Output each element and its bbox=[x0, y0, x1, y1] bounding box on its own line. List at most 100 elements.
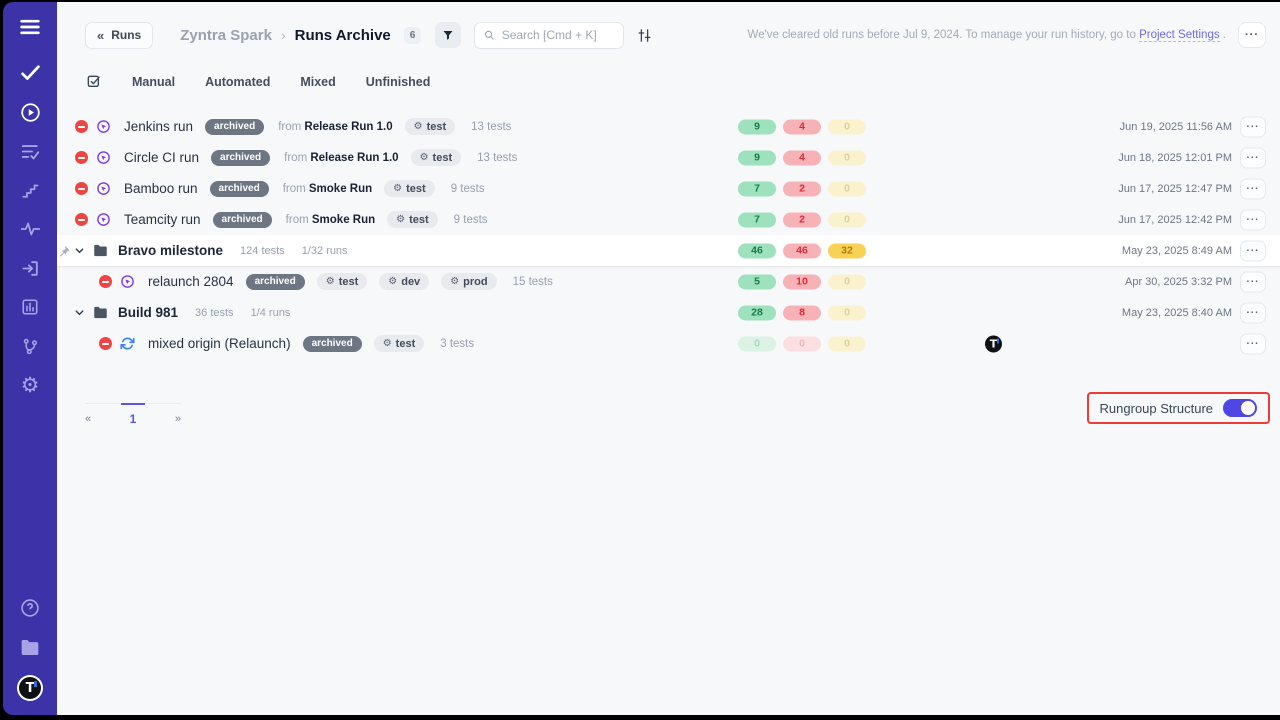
check-icon[interactable] bbox=[19, 62, 41, 84]
run-date: Jun 17, 2025 12:47 PM bbox=[1118, 182, 1232, 195]
run-row[interactable]: Jenkins run archived from Release Run 1.0 ⚙… bbox=[57, 111, 1280, 142]
run-row[interactable]: relaunch 2804 archived ⚙ test ⚙ dev ⚙ prod 15 te… bbox=[57, 266, 1280, 297]
pagination-prev[interactable]: « bbox=[85, 413, 92, 425]
page-title: Runs Archive bbox=[294, 26, 391, 44]
help-icon[interactable] bbox=[19, 597, 41, 619]
activity-icon[interactable] bbox=[19, 218, 41, 240]
run-name[interactable]: Jenkins run bbox=[124, 119, 194, 134]
row-main: mixed origin (Relaunch) archived ⚙ test 3 te… bbox=[57, 335, 474, 352]
user-avatar[interactable]: T bbox=[17, 675, 43, 701]
gear-icon: ⚙ bbox=[325, 275, 335, 287]
tag-pill[interactable]: ⚙ test bbox=[384, 180, 435, 197]
archived-badge: archived bbox=[211, 149, 271, 166]
tag-pill[interactable]: ⚙ dev bbox=[379, 273, 430, 290]
autorun-icon-wrap bbox=[96, 119, 111, 134]
search-box[interactable] bbox=[474, 21, 625, 49]
passed-count: 7 bbox=[738, 212, 776, 227]
collapse-toggle[interactable] bbox=[74, 245, 85, 256]
list-check-icon[interactable] bbox=[19, 140, 41, 162]
tag-pill[interactable]: ⚙ prod bbox=[441, 273, 497, 290]
stairs-icon[interactable] bbox=[19, 179, 41, 201]
tag-pill[interactable]: ⚙ test bbox=[373, 335, 425, 352]
run-row[interactable]: mixed origin (Relaunch) archived ⚙ test 3 te… bbox=[57, 328, 1280, 359]
tests-count: 15 tests bbox=[512, 275, 553, 288]
tag-pill[interactable]: ⚙ test bbox=[410, 149, 462, 166]
run-row[interactable]: Circle CI run archived from Release Run 1.… bbox=[57, 142, 1280, 173]
row-more-button[interactable]: ··· bbox=[1240, 302, 1266, 323]
row-more-button[interactable]: ··· bbox=[1240, 116, 1266, 137]
from-source: from Smoke Run bbox=[285, 213, 376, 226]
tab-mixed[interactable]: Mixed bbox=[300, 75, 336, 89]
app-window: ⚙ T « Runs Zyntra Spark › Runs Archive 6 bbox=[3, 2, 1280, 715]
skipped-count: 0 bbox=[828, 181, 866, 196]
sliders-icon bbox=[638, 28, 651, 42]
skipped-count: 0 bbox=[828, 150, 866, 165]
skipped-count: 0 bbox=[828, 274, 866, 289]
run-date: Jun 17, 2025 12:42 PM bbox=[1118, 213, 1232, 226]
archived-badge: archived bbox=[212, 211, 272, 228]
group-name[interactable]: Bravo milestone bbox=[118, 243, 224, 258]
run-name[interactable]: mixed origin (Relaunch) bbox=[148, 336, 291, 351]
tag-pill[interactable]: ⚙ test bbox=[387, 211, 438, 228]
autorun-icon bbox=[121, 275, 134, 288]
pagination-page-1[interactable]: 1 bbox=[120, 402, 146, 426]
menu-icon[interactable] bbox=[19, 16, 41, 38]
tab-manual[interactable]: Manual bbox=[132, 75, 176, 89]
rungroup-structure-toggle[interactable] bbox=[1223, 399, 1257, 417]
passed-count: 5 bbox=[738, 274, 776, 289]
group-name[interactable]: Build 981 bbox=[118, 305, 179, 320]
run-name[interactable]: Teamcity run bbox=[124, 212, 201, 227]
report-chart-icon[interactable] bbox=[19, 296, 41, 318]
tag-label: test bbox=[338, 275, 359, 288]
row-main: Jenkins run archived from Release Run 1.0 ⚙… bbox=[57, 118, 511, 135]
tests-count: 13 tests bbox=[477, 151, 518, 164]
group-row[interactable]: Bravo milestone 124 tests 1/32 runs 46 46 32 M… bbox=[57, 235, 1280, 266]
pagination-next[interactable]: » bbox=[174, 413, 181, 425]
collapse-toggle[interactable] bbox=[74, 307, 85, 318]
filter-button[interactable] bbox=[435, 22, 462, 48]
rungroup-structure-label: Rungroup Structure bbox=[1099, 400, 1213, 416]
import-icon[interactable] bbox=[19, 257, 41, 279]
run-name[interactable]: Bamboo run bbox=[124, 181, 198, 196]
tests-count: 13 tests bbox=[471, 120, 512, 133]
run-name[interactable]: relaunch 2804 bbox=[148, 274, 234, 289]
row-more-button[interactable]: ··· bbox=[1240, 333, 1266, 354]
result-counts: 28 8 0 bbox=[738, 305, 866, 320]
projects-folder-icon[interactable] bbox=[19, 636, 41, 658]
failed-count: 8 bbox=[783, 305, 821, 320]
tag-pill[interactable]: ⚙ test bbox=[316, 273, 368, 290]
run-name[interactable]: Circle CI run bbox=[124, 150, 200, 165]
project-settings-link[interactable]: Project Settings bbox=[1139, 29, 1220, 42]
row-more-button[interactable]: ··· bbox=[1240, 178, 1266, 199]
row-more-button[interactable]: ··· bbox=[1240, 240, 1266, 261]
display-settings-button[interactable] bbox=[637, 28, 652, 43]
tag-pill[interactable]: ⚙ test bbox=[404, 118, 456, 135]
autorun-icon bbox=[97, 213, 110, 226]
runs-count-badge: 6 bbox=[403, 26, 422, 44]
search-input[interactable] bbox=[501, 28, 615, 42]
settings-gear-icon[interactable]: ⚙ bbox=[20, 372, 40, 397]
tab-unfinished[interactable]: Unfinished bbox=[365, 75, 431, 89]
select-all-icon[interactable] bbox=[86, 74, 102, 90]
status-blocked-icon bbox=[99, 275, 112, 288]
run-row[interactable]: Teamcity run archived from Smoke Run ⚙ test 9… bbox=[57, 204, 1280, 235]
gear-icon: ⚙ bbox=[388, 275, 398, 287]
runs-play-icon[interactable] bbox=[19, 101, 41, 123]
breadcrumb-project[interactable]: Zyntra Spark bbox=[180, 26, 272, 44]
gear-icon: ⚙ bbox=[393, 182, 403, 194]
row-more-button[interactable]: ··· bbox=[1240, 147, 1266, 168]
tab-automated[interactable]: Automated bbox=[205, 75, 271, 89]
run-date: Apr 30, 2025 3:32 PM bbox=[1124, 275, 1232, 288]
header-more-button[interactable]: ··· bbox=[1238, 22, 1266, 48]
branch-icon[interactable] bbox=[19, 335, 41, 357]
row-more-button[interactable]: ··· bbox=[1240, 271, 1266, 292]
tag-label: test bbox=[432, 151, 453, 164]
run-row[interactable]: Bamboo run archived from Smoke Run ⚙ test 9 t… bbox=[57, 173, 1280, 204]
skipped-count: 32 bbox=[828, 243, 866, 258]
group-row[interactable]: Build 981 36 tests 1/4 runs 28 8 0 May 23, 202… bbox=[57, 297, 1280, 328]
row-more-button[interactable]: ··· bbox=[1240, 209, 1266, 230]
back-to-runs-button[interactable]: « Runs bbox=[85, 21, 154, 49]
back-button-label: Runs bbox=[111, 28, 142, 42]
source-run-name: Release Run 1.0 bbox=[304, 120, 393, 133]
tag-label: test bbox=[406, 182, 426, 195]
